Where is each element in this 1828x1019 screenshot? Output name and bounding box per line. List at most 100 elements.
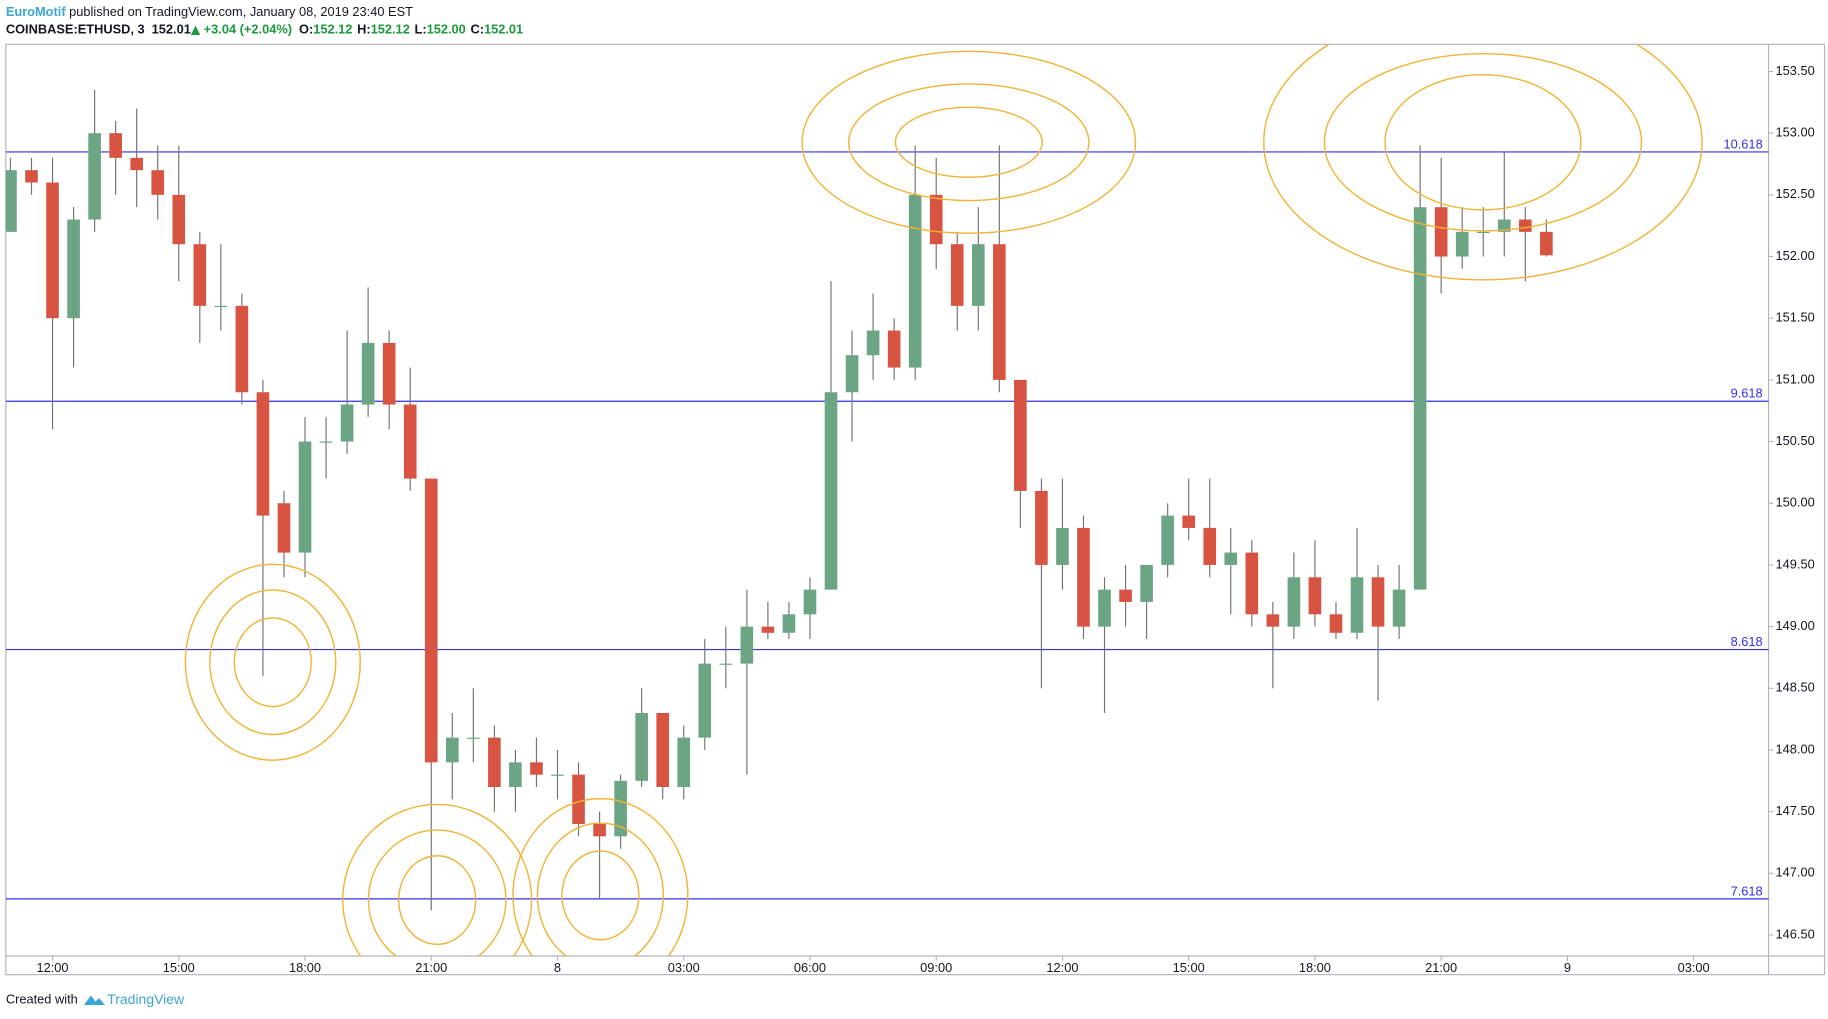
candle-body xyxy=(1014,379,1027,491)
candle-body xyxy=(1540,231,1553,256)
candle-body xyxy=(67,219,80,319)
x-tick-label: 06:00 xyxy=(794,960,826,975)
fib-circles xyxy=(184,44,1703,957)
candle-body xyxy=(130,157,144,171)
candle-body xyxy=(1266,614,1280,627)
candle-body xyxy=(993,244,1006,380)
fib-circle xyxy=(801,50,1137,234)
x-tick-label: 03:00 xyxy=(1678,960,1710,975)
y-tick-label: 153.00 xyxy=(1776,125,1815,140)
candle-body xyxy=(1308,577,1322,615)
candle-body xyxy=(719,663,733,665)
fib-circle xyxy=(184,563,361,761)
y-tick-label: 146.50 xyxy=(1776,926,1815,941)
brand-logo xyxy=(83,995,105,1005)
y-tick-label: 147.50 xyxy=(1776,803,1815,818)
x-tick-label: 21:00 xyxy=(415,960,447,975)
ohlc-key: H: xyxy=(357,22,371,37)
candle-body xyxy=(971,244,985,306)
y-tick-label: 150.00 xyxy=(1776,495,1815,510)
candle-body xyxy=(5,170,17,232)
candle-body xyxy=(950,244,964,306)
y-tick-label: 151.00 xyxy=(1776,371,1815,386)
ohlc-value: 152.12 xyxy=(371,22,410,37)
candle-body xyxy=(1119,589,1132,602)
candle-body xyxy=(1224,552,1238,565)
ohlc-value: 152.12 xyxy=(313,22,352,37)
candle-body xyxy=(298,441,312,553)
candle-body xyxy=(803,589,817,615)
symbol: COINBASE:ETHUSD, 3 xyxy=(6,22,145,37)
candle-body xyxy=(572,774,585,825)
ohlc: O: 152.12 H: 152.12 L: 152.00 C: 152.01 xyxy=(299,22,523,37)
candle-body xyxy=(214,305,228,308)
candle-body xyxy=(361,342,375,405)
candle-body xyxy=(677,737,691,787)
candle-body xyxy=(635,712,648,781)
x-tick-label: 09:00 xyxy=(920,960,952,975)
candle-body xyxy=(1497,219,1511,232)
footer-created: Created with xyxy=(6,992,78,1007)
fib-circle xyxy=(209,589,337,736)
x-tick-label: 18:00 xyxy=(289,960,321,975)
x-tick-label: 21:00 xyxy=(1425,960,1457,975)
level-label: 10.618 xyxy=(1724,136,1763,151)
y-tick-label: 150.50 xyxy=(1776,433,1815,448)
candle-body xyxy=(1056,527,1069,565)
candle-body xyxy=(382,342,396,405)
candle-body xyxy=(1245,552,1259,615)
x-tick-label: 12:00 xyxy=(1046,960,1078,975)
candle-body xyxy=(740,626,754,664)
x-tick-label: 15:00 xyxy=(163,960,195,975)
y-tick-label: 152.00 xyxy=(1776,248,1815,263)
y-tick-label: 148.00 xyxy=(1776,741,1815,756)
fib-circle xyxy=(1323,52,1643,232)
fib-circle xyxy=(1384,73,1582,211)
fib-circle xyxy=(233,617,312,708)
level-label: 7.618 xyxy=(1731,883,1763,898)
ohlc-value: 152.00 xyxy=(427,22,466,37)
footer-brand[interactable]: TradingView xyxy=(107,991,185,1007)
candle-body xyxy=(929,194,943,245)
y-tick-label: 149.50 xyxy=(1776,556,1815,571)
candle-body xyxy=(698,663,712,738)
ohlc-key: L: xyxy=(415,22,427,37)
candle-body xyxy=(866,330,880,356)
fib-circle xyxy=(561,850,640,941)
candle-body xyxy=(235,305,249,393)
last-price: 152.01 xyxy=(152,22,191,37)
candle-body xyxy=(25,170,38,183)
x-tick-label: 18:00 xyxy=(1299,960,1331,975)
fib-circle xyxy=(342,803,533,957)
plot-area xyxy=(5,89,1769,911)
candle-body xyxy=(1140,564,1153,602)
level-label: 9.618 xyxy=(1731,386,1763,401)
fib-circle xyxy=(1263,44,1703,281)
candle-body xyxy=(887,330,901,368)
candle-body xyxy=(424,478,438,763)
candle-body xyxy=(1519,219,1532,232)
x-tick-label: 8 xyxy=(554,960,561,975)
candle-body xyxy=(109,133,122,158)
candle-body xyxy=(1455,231,1469,257)
candle-body xyxy=(656,712,670,787)
candle-body xyxy=(88,133,101,220)
author[interactable]: EuroMotif xyxy=(6,4,67,19)
candle-body xyxy=(1287,577,1301,627)
candle-body xyxy=(340,404,354,442)
candle-body xyxy=(1413,207,1427,590)
change: +3.04 (+2.04%) xyxy=(204,22,292,37)
y-tick-label: 148.50 xyxy=(1776,680,1815,695)
candle-body xyxy=(1098,589,1111,627)
y-tick-label: 149.00 xyxy=(1776,618,1815,633)
candle-body xyxy=(1350,577,1364,633)
fib-circle xyxy=(894,106,1043,178)
candle-body xyxy=(530,762,543,775)
candle-body xyxy=(1035,490,1048,565)
candle-body xyxy=(151,170,165,195)
candle-body xyxy=(1161,515,1174,565)
candle-body xyxy=(445,737,459,763)
candle-body xyxy=(403,404,417,479)
